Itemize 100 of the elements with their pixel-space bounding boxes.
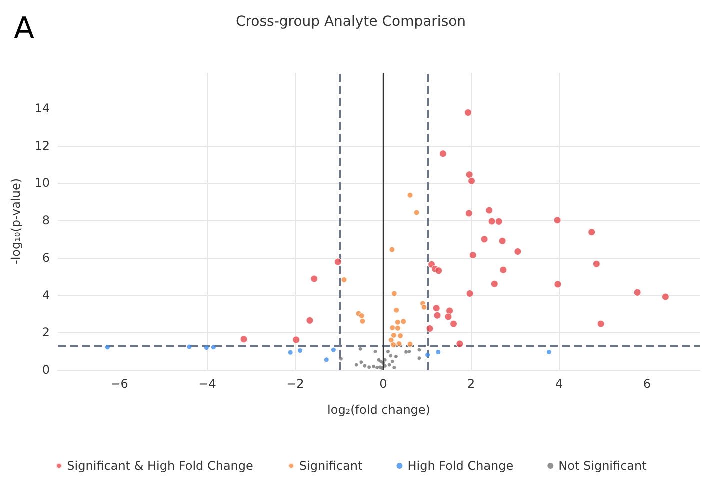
x-tick-label: 2 bbox=[468, 377, 476, 391]
point bbox=[389, 246, 396, 253]
point bbox=[339, 357, 343, 361]
point bbox=[358, 347, 362, 351]
point bbox=[360, 318, 366, 324]
point bbox=[396, 340, 402, 348]
point bbox=[407, 192, 414, 198]
point bbox=[554, 280, 562, 288]
point bbox=[187, 344, 192, 350]
x-tick-label: 6 bbox=[643, 377, 652, 391]
point bbox=[391, 290, 398, 297]
point bbox=[554, 216, 562, 224]
point bbox=[392, 366, 396, 370]
point bbox=[388, 337, 394, 344]
point bbox=[375, 366, 379, 370]
point bbox=[368, 366, 372, 370]
point bbox=[450, 320, 458, 328]
point bbox=[434, 312, 442, 320]
point bbox=[310, 275, 318, 283]
point bbox=[363, 364, 367, 368]
y-tick-label: 2 bbox=[42, 326, 50, 340]
point bbox=[240, 336, 248, 344]
point bbox=[288, 350, 293, 355]
x-tick-label: 4 bbox=[555, 377, 564, 391]
y-tick-label: 0 bbox=[42, 363, 50, 377]
y-tick-label: 8 bbox=[42, 214, 50, 228]
point bbox=[436, 350, 441, 355]
y-tick-label: 14 bbox=[34, 101, 50, 116]
point bbox=[444, 313, 452, 321]
point bbox=[592, 260, 600, 268]
point bbox=[465, 210, 473, 218]
point bbox=[486, 206, 494, 214]
point bbox=[432, 304, 440, 312]
point bbox=[298, 348, 303, 354]
point bbox=[398, 332, 404, 340]
point bbox=[292, 336, 300, 344]
chart-title: Cross-group Analyte Comparison bbox=[236, 14, 466, 30]
x-tick-label: −6 bbox=[110, 377, 128, 391]
point bbox=[324, 358, 329, 362]
legend-label: Significant bbox=[299, 459, 364, 473]
point bbox=[386, 350, 390, 354]
point bbox=[331, 348, 336, 352]
point bbox=[466, 290, 474, 298]
point bbox=[105, 345, 110, 350]
legend-label: High Fold Change bbox=[408, 459, 514, 473]
point bbox=[389, 354, 393, 358]
point bbox=[390, 324, 396, 332]
point bbox=[394, 319, 401, 326]
x-tick-label: −4 bbox=[198, 377, 216, 391]
point bbox=[408, 350, 412, 354]
point bbox=[400, 318, 407, 325]
point bbox=[480, 236, 488, 244]
point bbox=[204, 346, 209, 350]
point bbox=[435, 267, 443, 275]
point bbox=[490, 280, 498, 288]
point bbox=[421, 304, 428, 310]
point bbox=[372, 364, 376, 368]
point bbox=[390, 360, 394, 364]
point bbox=[414, 210, 420, 216]
point bbox=[404, 350, 408, 354]
point bbox=[390, 332, 397, 338]
point bbox=[466, 171, 474, 179]
text: A bbox=[14, 12, 35, 46]
point bbox=[358, 312, 365, 320]
point bbox=[407, 341, 414, 348]
point bbox=[394, 354, 398, 358]
point bbox=[546, 350, 552, 355]
point bbox=[354, 363, 358, 367]
y-tick-label: 4 bbox=[42, 288, 50, 302]
point bbox=[498, 237, 506, 245]
point bbox=[426, 324, 434, 333]
point bbox=[390, 342, 397, 348]
point bbox=[495, 218, 503, 226]
point bbox=[306, 316, 314, 324]
y-tick-label: 12 bbox=[34, 138, 50, 153]
y-tick-label: 10 bbox=[34, 176, 50, 190]
legend-label: Significant & High Fold Change bbox=[67, 459, 254, 473]
point bbox=[456, 340, 464, 348]
legend-label: Not Significant bbox=[558, 459, 648, 473]
point bbox=[469, 252, 477, 260]
point bbox=[360, 360, 364, 364]
y-axis-title: -log₁₀(p-value) bbox=[9, 178, 23, 265]
x-axis-title: log₂(fold change) bbox=[328, 403, 430, 417]
point bbox=[439, 150, 447, 158]
point bbox=[488, 218, 496, 226]
x-tick-label: 0 bbox=[380, 377, 388, 391]
point bbox=[418, 356, 422, 360]
point bbox=[464, 108, 472, 117]
point bbox=[514, 248, 522, 256]
point bbox=[468, 177, 476, 185]
point bbox=[394, 325, 401, 332]
point bbox=[374, 350, 378, 354]
point bbox=[211, 345, 216, 350]
point bbox=[500, 266, 508, 274]
point bbox=[446, 307, 454, 315]
point bbox=[597, 320, 605, 328]
point bbox=[426, 352, 430, 358]
point bbox=[341, 276, 348, 284]
y-tick-label: 6 bbox=[42, 250, 50, 265]
point bbox=[662, 293, 670, 301]
